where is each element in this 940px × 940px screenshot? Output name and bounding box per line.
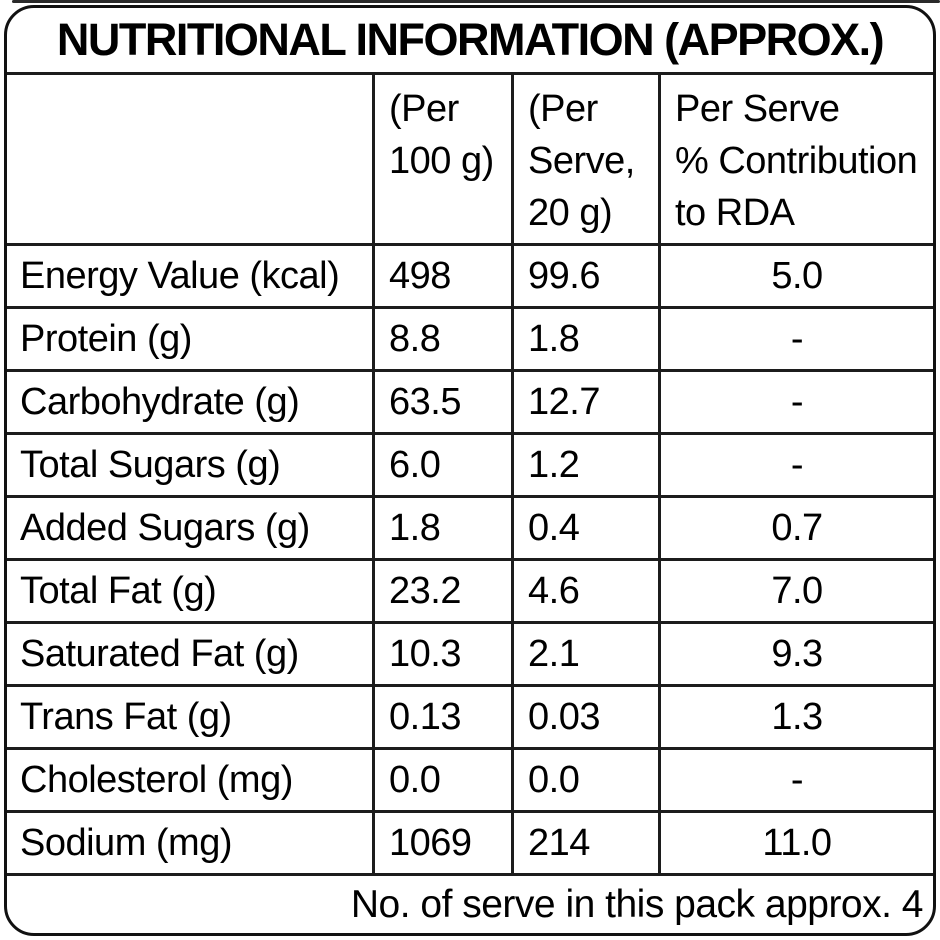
table-row-added-sugars: Added Sugars (g) 1.8 0.4 0.7 (7, 495, 933, 558)
header-rda-line: Per Serve (675, 88, 840, 130)
table-row-trans-fat: Trans Fat (g) 0.13 0.03 1.3 (7, 684, 933, 747)
row-label: Trans Fat (g) (20, 695, 232, 738)
header-per-serve-line: 20 g) (528, 192, 613, 234)
header-per-serve-line: Serve, (528, 140, 635, 182)
table-row-cholesterol: Cholesterol (mg) 0.0 0.0 - (7, 747, 933, 810)
value-per-100g: 23.2 (372, 561, 511, 621)
value-per-100g: 10.3 (372, 624, 511, 684)
value-per-100g: 0.0 (372, 750, 511, 810)
table-row-saturated-fat: Saturated Fat (g) 10.3 2.1 9.3 (7, 621, 933, 684)
header-per-100g-line: (Per (389, 88, 459, 130)
value-per-serve: 0.0 (511, 750, 658, 810)
row-label: Sodium (mg) (20, 821, 233, 864)
row-label: Protein (g) (20, 317, 192, 360)
value-per-100g: 498 (372, 246, 511, 306)
row-label: Cholesterol (mg) (20, 758, 293, 801)
table-row-sodium: Sodium (mg) 1069 214 11.0 (7, 810, 933, 873)
row-label: Saturated Fat (g) (20, 632, 299, 675)
header-per-serve-line: (Per (528, 88, 598, 130)
table-header-row: (Per 100 g) (Per Serve, 20 g) Per Serve … (7, 72, 933, 243)
header-rda-line: to RDA (675, 192, 795, 234)
serves-per-pack-note: No. of serve in this pack approx. 4 (7, 873, 933, 933)
label-title: NUTRITIONAL INFORMATION (APPROX.) (56, 14, 885, 65)
value-rda-percent: 11.0 (658, 813, 933, 873)
value-rda-percent: - (658, 435, 933, 495)
header-row-label-cell (7, 75, 372, 243)
value-per-100g: 0.13 (372, 687, 511, 747)
row-label: Added Sugars (g) (20, 506, 310, 549)
header-per-serve: (Per Serve, 20 g) (511, 75, 658, 243)
value-rda-percent: 5.0 (658, 246, 933, 306)
value-per-serve: 4.6 (511, 561, 658, 621)
row-label: Total Fat (g) (20, 569, 217, 612)
table-row-energy: Energy Value (kcal) 498 99.6 5.0 (7, 243, 933, 306)
header-per-100g: (Per 100 g) (372, 75, 511, 243)
value-per-serve: 1.8 (511, 309, 658, 369)
row-label: Total Sugars (g) (20, 443, 281, 486)
header-per-100g-line: 100 g) (389, 140, 494, 182)
header-rda-line: % Contribution (675, 140, 918, 182)
row-label: Carbohydrate (g) (20, 380, 300, 423)
value-per-serve: 214 (511, 813, 658, 873)
value-per-serve: 1.2 (511, 435, 658, 495)
value-rda-percent: - (658, 372, 933, 432)
table-row-protein: Protein (g) 8.8 1.8 - (7, 306, 933, 369)
value-per-serve: 99.6 (511, 246, 658, 306)
value-rda-percent: 7.0 (658, 561, 933, 621)
table-row-total-sugars: Total Sugars (g) 6.0 1.2 - (7, 432, 933, 495)
crop-edge-line (12, 0, 940, 3)
value-rda-percent: 1.3 (658, 687, 933, 747)
row-label: Energy Value (kcal) (20, 254, 340, 297)
value-per-serve: 0.4 (511, 498, 658, 558)
value-rda-percent: 9.3 (658, 624, 933, 684)
value-per-100g: 63.5 (372, 372, 511, 432)
value-per-100g: 8.8 (372, 309, 511, 369)
table-row-carbohydrate: Carbohydrate (g) 63.5 12.7 - (7, 369, 933, 432)
value-per-serve: 2.1 (511, 624, 658, 684)
nutrition-label: NUTRITIONAL INFORMATION (APPROX.) (Per 1… (4, 5, 936, 936)
value-per-100g: 1069 (372, 813, 511, 873)
table-row-total-fat: Total Fat (g) 23.2 4.6 7.0 (7, 558, 933, 621)
value-rda-percent: 0.7 (658, 498, 933, 558)
value-per-100g: 6.0 (372, 435, 511, 495)
value-per-serve: 0.03 (511, 687, 658, 747)
value-per-100g: 1.8 (372, 498, 511, 558)
value-per-serve: 12.7 (511, 372, 658, 432)
value-rda-percent: - (658, 309, 933, 369)
value-rda-percent: - (658, 750, 933, 810)
header-rda-contribution: Per Serve % Contribution to RDA (658, 75, 933, 243)
